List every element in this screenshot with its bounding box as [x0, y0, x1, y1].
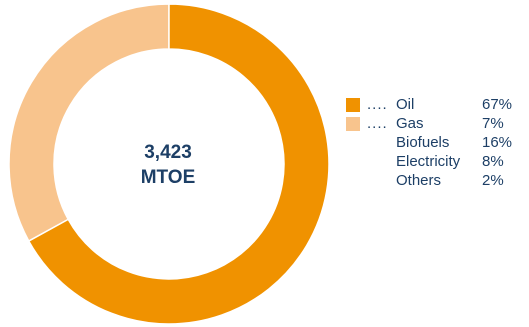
legend-value-others: 2%	[482, 172, 504, 189]
legend-value-biofuels: 16%	[482, 134, 513, 151]
center-total-unit: MTOE	[140, 167, 196, 188]
legend-swatch-gas	[346, 117, 360, 131]
legend-item-gas: .... Gas 7%	[346, 115, 526, 133]
legend-item-others: Others 2%	[346, 172, 526, 190]
legend-leader-oil: ....	[367, 96, 388, 113]
legend: .... Oil 67% .... Gas 7% Biofuels 16% El…	[346, 96, 526, 191]
donut-slices	[8, 3, 330, 325]
legend-item-biofuels: Biofuels 16%	[346, 134, 526, 152]
legend-label-others: Others	[396, 172, 442, 189]
legend-value-electricity: 8%	[482, 153, 504, 170]
legend-swatch-oil	[346, 98, 360, 112]
donut-slice-oil	[27, 3, 330, 325]
legend-value-oil: 67%	[482, 96, 513, 113]
legend-item-oil: .... Oil 67%	[346, 96, 526, 114]
center-label: 3,423 MTOE	[118, 140, 218, 190]
legend-leader-gas: ....	[367, 115, 388, 132]
legend-value-gas: 7%	[482, 115, 504, 132]
legend-label-oil: Oil	[396, 96, 415, 113]
legend-item-electricity: Electricity 8%	[346, 153, 526, 171]
legend-label-biofuels: Biofuels	[396, 134, 450, 151]
donut-slice-gas	[8, 3, 170, 243]
legend-label-gas: Gas	[396, 115, 424, 132]
center-total-value: 3,423	[144, 142, 192, 163]
legend-label-electricity: Electricity	[396, 153, 461, 170]
